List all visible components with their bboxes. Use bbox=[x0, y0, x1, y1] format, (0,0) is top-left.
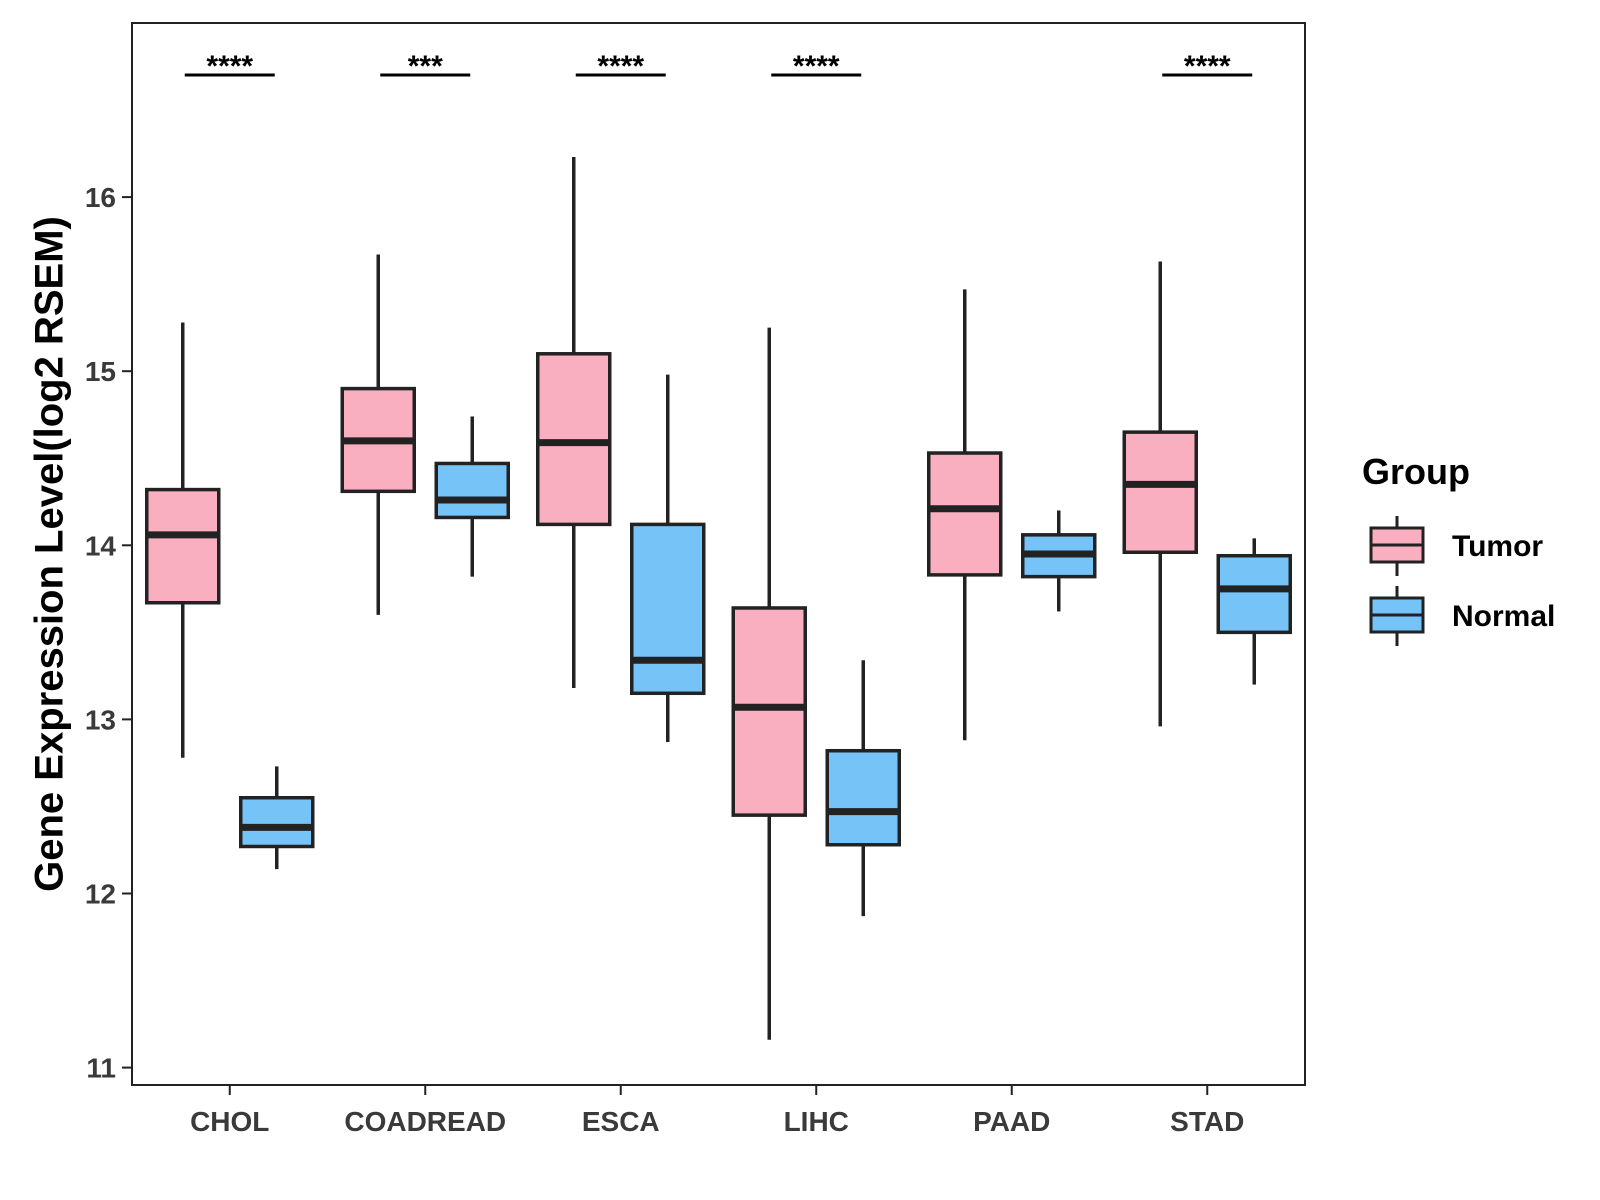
significance-label: **** bbox=[1184, 50, 1231, 83]
box-normal-paad bbox=[1021, 510, 1097, 612]
y-tick-label: 12 bbox=[85, 878, 116, 909]
box-iqr bbox=[731, 606, 807, 817]
box-normal-esca bbox=[630, 374, 706, 743]
box-iqr bbox=[1122, 430, 1198, 555]
box-tumor-esca bbox=[536, 157, 612, 689]
y-tick-label: 13 bbox=[85, 704, 116, 735]
box-tumor-lihc bbox=[731, 327, 807, 1040]
box-iqr bbox=[927, 451, 1003, 577]
y-tick-label: 14 bbox=[85, 530, 117, 561]
legend: Group Tumor Normal bbox=[1362, 451, 1555, 646]
y-axis: 11 12 13 14 15 16 bbox=[85, 182, 132, 1084]
box-normal-stad bbox=[1216, 538, 1292, 685]
box-normal-coadread bbox=[434, 416, 510, 577]
box-tumor-stad bbox=[1122, 261, 1198, 727]
x-tick-label: PAAD bbox=[973, 1106, 1050, 1137]
y-tick-label: 15 bbox=[85, 356, 116, 387]
legend-label: Tumor bbox=[1452, 530, 1543, 563]
x-axis: CHOL COADREAD ESCA LIHC PAAD STAD bbox=[190, 1085, 1244, 1137]
significance-layer: **** *** **** **** **** bbox=[184, 50, 1253, 83]
legend-label: Normal bbox=[1452, 600, 1555, 633]
box-tumor-chol bbox=[145, 322, 221, 758]
legend-item-normal: Normal bbox=[1369, 586, 1555, 646]
boxes-layer bbox=[145, 157, 1292, 1040]
box-iqr bbox=[239, 795, 315, 849]
x-tick-label: ESCA bbox=[582, 1106, 660, 1137]
box-normal-chol bbox=[239, 766, 315, 870]
x-tick-label: COADREAD bbox=[344, 1106, 506, 1137]
significance-label: **** bbox=[597, 50, 644, 83]
x-tick-label: CHOL bbox=[190, 1106, 269, 1137]
legend-title: Group bbox=[1362, 451, 1470, 492]
box-iqr bbox=[825, 748, 901, 847]
box-tumor-coadread bbox=[340, 254, 416, 615]
y-tick-label: 16 bbox=[85, 182, 116, 213]
legend-item-tumor: Tumor bbox=[1369, 516, 1543, 576]
significance-label: *** bbox=[408, 50, 443, 83]
box-iqr bbox=[1216, 553, 1292, 635]
box-tumor-paad bbox=[927, 289, 1003, 741]
x-tick-label: STAD bbox=[1170, 1106, 1244, 1137]
box-iqr bbox=[434, 461, 510, 520]
x-tick-label: LIHC bbox=[784, 1106, 849, 1137]
box-iqr bbox=[630, 522, 706, 696]
box-iqr bbox=[145, 487, 221, 605]
plot-panel bbox=[131, 22, 1306, 1086]
box-normal-lihc bbox=[825, 660, 901, 917]
significance-label: **** bbox=[206, 50, 253, 83]
y-tick-label: 11 bbox=[86, 1053, 116, 1084]
significance-label: **** bbox=[793, 50, 840, 83]
y-axis-title: Gene Expression Level(log2 RSEM) bbox=[28, 216, 72, 892]
